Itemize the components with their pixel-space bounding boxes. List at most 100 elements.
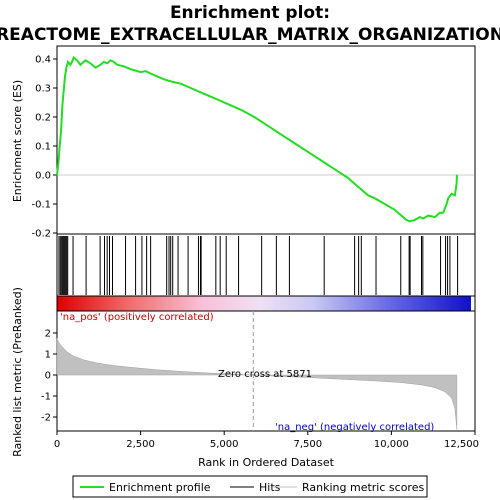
profile-point	[347, 177, 349, 179]
x-axis-label: Rank in Ordered Dataset	[198, 456, 335, 469]
profile-point	[59, 145, 61, 147]
profile-point	[61, 104, 64, 106]
es-y-tick-label: -0.1	[31, 200, 51, 211]
profile-point	[60, 130, 62, 133]
profile-point	[307, 151, 309, 153]
profile-point	[113, 61, 115, 63]
profile-point	[56, 174, 58, 176]
profile-point	[135, 70, 137, 72]
profile-point	[280, 133, 282, 135]
profile-point	[240, 109, 242, 111]
profile-point	[163, 78, 165, 80]
profile-point	[447, 197, 449, 199]
profile-point	[193, 88, 195, 91]
profile-point	[94, 67, 97, 69]
profile-point	[400, 215, 402, 217]
es-y-axis: 0.4 0.3 0.2 0.1 0.0 -0.1 -0.2	[31, 55, 57, 240]
profile-point	[103, 61, 105, 63]
metric-y-axis: 2 1 0 -1 -2	[41, 329, 57, 424]
profile-point	[360, 188, 362, 191]
profile-point	[405, 219, 407, 221]
profile-point	[63, 90, 65, 92]
legend-metric-label: Ranking metric scores	[302, 481, 424, 494]
profile-point	[76, 59, 78, 62]
profile-point	[123, 65, 125, 67]
profile-point	[422, 217, 424, 220]
profile-point	[130, 68, 132, 70]
metric-y-tick-label: -1	[41, 392, 51, 403]
profile-point	[320, 159, 322, 162]
profile-point	[57, 162, 59, 164]
profile-point	[89, 62, 91, 64]
es-panel-frame	[56, 45, 476, 235]
x-tick-label: 2,500	[126, 439, 155, 450]
profile-point	[439, 212, 441, 214]
metric-y-tick-label: 1	[45, 350, 51, 361]
profile-point	[65, 67, 67, 69]
profile-point	[150, 72, 152, 75]
profile-point	[180, 83, 182, 85]
es-y-tick-label: 0.1	[35, 142, 51, 153]
profile-point	[409, 220, 411, 222]
profile-point	[334, 168, 336, 170]
zero-cross-label: Zero cross at 5871	[218, 369, 312, 380]
es-y-tick-label: 0.2	[35, 113, 51, 124]
profile-point	[456, 174, 458, 176]
neg-correlated-label: 'na_neg' (negatively correlated)	[275, 422, 434, 433]
chart-title-line-1: Enrichment plot:	[170, 3, 330, 23]
profile-point	[64, 75, 66, 77]
profile-point	[293, 142, 295, 144]
profile-point	[354, 183, 356, 185]
profile-point	[79, 64, 81, 66]
es-y-tick-label: 0.3	[35, 84, 51, 95]
profile-point	[220, 100, 222, 102]
profile-point	[374, 197, 376, 199]
profile-point	[451, 193, 453, 195]
hits-panel-frame	[56, 233, 476, 297]
profile-point	[84, 59, 86, 62]
metric-x-axis: 0 2,500 5,000 7,500 10,000 12,500	[54, 431, 479, 450]
pos-correlated-label: 'na_pos' (positively correlated)	[60, 312, 214, 323]
profile-point	[456, 183, 458, 185]
profile-point	[140, 71, 142, 73]
profile-point	[116, 64, 118, 66]
ranking-metric-area	[56, 338, 458, 430]
profile-point	[253, 116, 255, 118]
profile-point	[384, 203, 386, 205]
profile-point	[99, 64, 102, 66]
profile-point	[267, 125, 269, 127]
es-y-axis-label: Enrichment score (ES)	[11, 80, 24, 202]
profile-point	[210, 96, 212, 98]
profile-point	[67, 61, 69, 63]
legend-hits-label: Hits	[259, 481, 281, 494]
rank-color-bar	[57, 296, 471, 311]
profile-point	[434, 216, 436, 218]
profile-point	[71, 61, 73, 63]
profile-point	[145, 70, 147, 72]
profile-point	[173, 81, 175, 83]
profile-point	[230, 104, 232, 106]
es-y-tick-label: -0.2	[31, 229, 51, 240]
profile-point	[394, 209, 396, 211]
metric-y-tick-label: 0	[45, 371, 51, 382]
profile-point	[200, 91, 202, 93]
es-y-tick-label: 0.0	[35, 171, 51, 182]
profile-point	[427, 215, 429, 217]
metric-y-tick-label: 2	[45, 329, 51, 340]
profile-point	[168, 80, 170, 82]
metric-y-axis-label: Ranked list metric (PreRanked)	[11, 287, 24, 457]
profile-point	[419, 216, 421, 218]
x-tick-label: 5,000	[210, 439, 239, 450]
profile-point	[454, 194, 456, 196]
profile-point	[73, 56, 75, 59]
chart-title-line-2: REACTOME_EXTRACELLULAR_MATRIX_ORGANIZATI…	[0, 25, 500, 45]
x-tick-label: 12,500	[444, 439, 479, 450]
profile-point	[442, 212, 444, 214]
profile-point	[109, 59, 112, 62]
x-tick-label: 10,000	[374, 439, 409, 450]
profile-point	[186, 85, 188, 88]
x-tick-label: 7,500	[293, 439, 322, 450]
profile-point	[106, 62, 108, 64]
profile-point	[69, 64, 71, 66]
